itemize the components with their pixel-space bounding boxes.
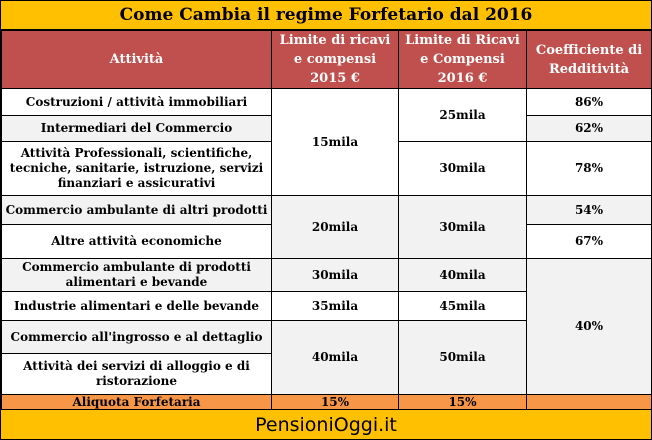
table-row: Commercio ambulante di prodotti alimenta… (1, 258, 652, 395)
activity-cell: Intermediari del Commercio (1, 115, 272, 142)
footer-label: Aliquota Forfetaria (1, 394, 272, 411)
activity-cell: Industrie alimentari e delle bevande (1, 291, 272, 321)
table-row: Intermediari del Commercio 62% (1, 115, 652, 142)
coefficient-cell: 40% (526, 258, 652, 395)
comparison-table: Attività Limite di ricavi e compensi 201… (1, 30, 652, 411)
activity-cell: Altre attività economiche (1, 224, 272, 259)
limit-2016-cell: 50mila (398, 320, 527, 395)
coefficient-cell: 62% (526, 115, 652, 142)
table-row: Commercio ambulante di altri prodotti 20… (1, 195, 652, 259)
table-title: Come Cambia il regime Forfetario dal 201… (1, 1, 651, 30)
coefficient-cell: 67% (526, 224, 652, 259)
header-coefficiente: Coefficiente di Redditività (526, 30, 652, 89)
coefficient-cell: 86% (526, 88, 652, 116)
limit-2015-cell: 15mila (271, 88, 399, 196)
limit-2016-cell: 30mila (398, 141, 527, 196)
limit-2015-cell: 35mila (271, 291, 399, 321)
table-row: Commercio all'ingrosso e al dettaglio 40… (1, 320, 652, 395)
brand-footer: PensioniOggi.it (1, 409, 651, 439)
table-row: Altre attività economiche 67% (1, 224, 652, 259)
table-row: Attività dei servizi di alloggio e di ri… (1, 353, 652, 395)
table-row: Attività Professionali, scientifiche, te… (1, 141, 652, 196)
footer-value-2015: 15% (271, 394, 399, 411)
table-row: Costruzioni / attività immobiliari 15mil… (1, 88, 652, 196)
limit-2016-cell: 40mila (398, 258, 527, 292)
limit-2015-cell: 30mila (271, 258, 399, 292)
limit-2015-cell: 40mila (271, 320, 399, 395)
limit-2016-cell: 30mila (398, 195, 527, 259)
coefficient-cell: 78% (526, 141, 652, 196)
activity-cell: Attività Professionali, scientifiche, te… (1, 141, 272, 196)
limit-2016-cell: 45mila (398, 291, 527, 321)
header-limite-2015: Limite di ricavi e compensi 2015 € (271, 30, 399, 89)
activity-cell: Commercio ambulante di prodotti alimenta… (1, 258, 272, 292)
footer-row: Aliquota Forfetaria 15% 15% (1, 394, 652, 411)
header-limite-2016: Limite di Ricavi e Compensi 2016 € (398, 30, 527, 89)
activity-cell: Commercio all'ingrosso e al dettaglio (1, 320, 272, 354)
activity-cell: Attività dei servizi di alloggio e di ri… (1, 353, 272, 395)
coefficient-cell: 54% (526, 195, 652, 225)
header-row: Attività Limite di ricavi e compensi 201… (1, 30, 652, 89)
activity-cell: Costruzioni / attività immobiliari (1, 88, 272, 116)
activity-cell: Commercio ambulante di altri prodotti (1, 195, 272, 225)
header-attivita: Attività (1, 30, 272, 89)
limit-2016-cell: 25mila (398, 88, 527, 142)
limit-2015-cell: 20mila (271, 195, 399, 259)
